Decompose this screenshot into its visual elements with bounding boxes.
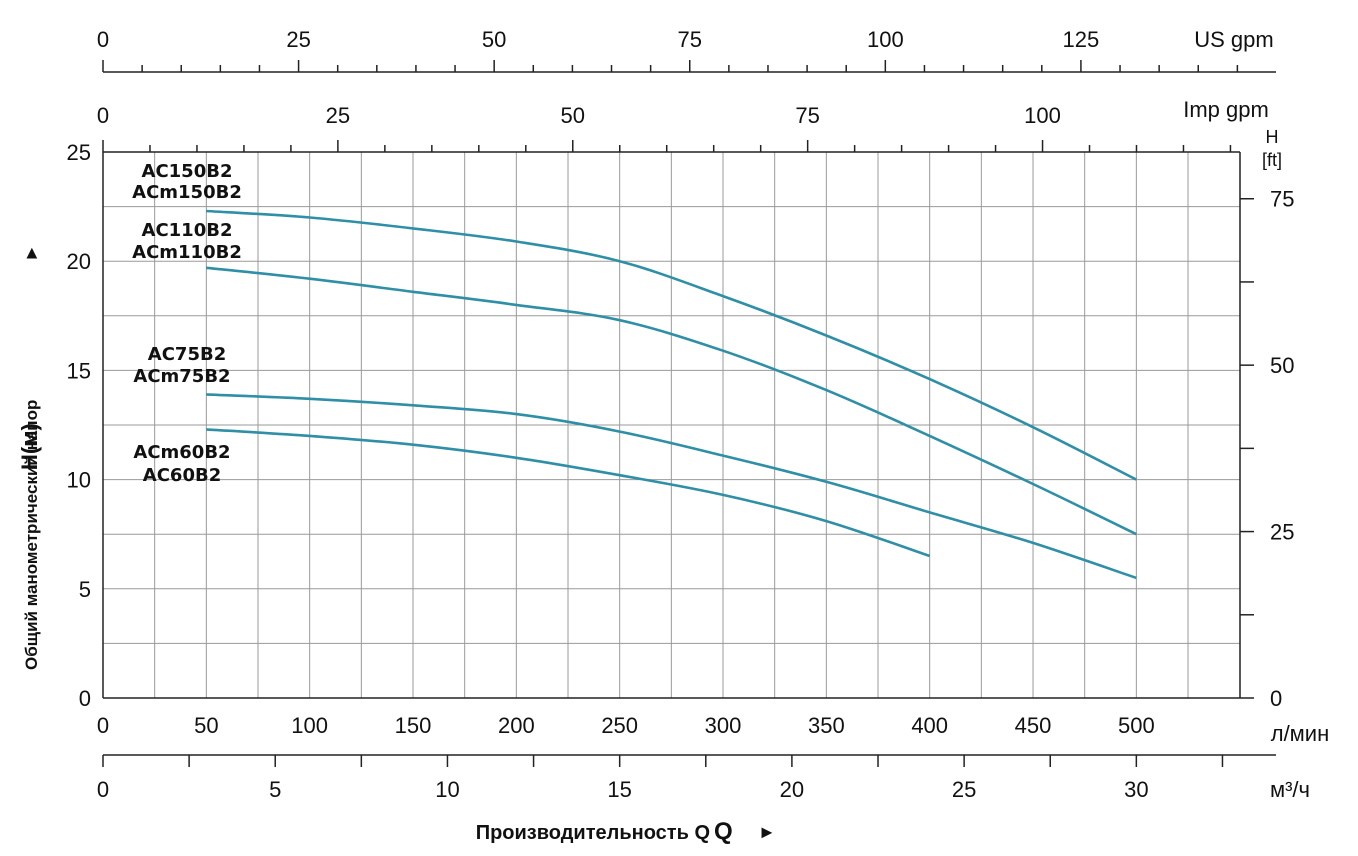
top-imp-unit: Imp gpm [1183, 97, 1269, 122]
bottom-lmin-tick-label: 500 [1118, 713, 1155, 738]
imp-gpm-tick-label: 50 [561, 103, 585, 128]
left-axis-tick-label: 0 [79, 686, 91, 711]
left-axis-tick-label: 5 [79, 577, 91, 602]
bottom-lmin-tick-label: 200 [498, 713, 535, 738]
m3h-tick-label: 15 [607, 777, 631, 802]
x-axis-title: Производительность Q Q ► [476, 818, 776, 845]
us-gpm-tick-label: 0 [97, 27, 109, 52]
m3h-tick-label: 25 [952, 777, 976, 802]
x-axis-q-symbol: Q [714, 818, 733, 845]
series-label: AC150B2 [142, 161, 233, 182]
series-curves [206, 209, 1137, 580]
bottom-lmin-tick-label: 100 [291, 713, 328, 738]
bottom-lmin-tick-label: 0 [97, 713, 109, 738]
y-axis-title: Общий манометрический напор H(м) ► [17, 244, 42, 670]
series-label: ACm110B2 [132, 242, 242, 263]
x-axis-label: Производительность Q [476, 822, 710, 844]
m3h-tick-label: 0 [97, 777, 109, 802]
right-axis-unit-bottom: [ft] [1262, 150, 1282, 170]
grid [103, 152, 1240, 698]
us-gpm-tick-label: 125 [1063, 27, 1100, 52]
right-axis-tick-label: 75 [1270, 187, 1294, 212]
left-axis-tick-label: 25 [67, 140, 91, 165]
bottom-lmin-unit: л/мин [1271, 721, 1330, 746]
bottom-lmin-tick-label: 50 [194, 713, 218, 738]
left-axis-tick-label: 20 [67, 249, 91, 274]
m3h-tick-label: 20 [780, 777, 804, 802]
right-axis-tick-label: 25 [1270, 520, 1294, 545]
series-curve [206, 266, 1137, 536]
us-gpm-tick-label: 25 [286, 27, 310, 52]
left-axis-tick-label: 10 [67, 468, 91, 493]
m3h-tick-label: 10 [435, 777, 459, 802]
bottom-lmin-tick-label: 150 [395, 713, 432, 738]
top-us-unit: US gpm [1194, 27, 1273, 52]
us-gpm-tick-label: 75 [678, 27, 702, 52]
y-axis-arrow-icon: ► [21, 244, 41, 262]
right-axis-unit-top: H [1266, 127, 1279, 147]
series-label: ACm75B2 [133, 366, 230, 387]
imp-gpm-tick-label: 0 [97, 103, 109, 128]
series-label: AC60B2 [143, 465, 221, 486]
imp-gpm-tick-label: 100 [1024, 103, 1061, 128]
bottom-lmin-tick-label: 250 [601, 713, 638, 738]
series-curve [206, 428, 931, 558]
series-label: ACm150B2 [132, 182, 242, 203]
right-axis-tick-label: 50 [1270, 353, 1294, 378]
bottom-lmin-tick-label: 400 [911, 713, 948, 738]
x-axis-arrow-icon: ► [758, 822, 776, 842]
y-axis-label: Общий манометрический напор [22, 400, 41, 670]
y-axis-h-unit: H(м) [17, 423, 42, 470]
bottom-lmin-tick-label: 350 [808, 713, 845, 738]
series-label: ACm60B2 [133, 442, 230, 463]
series-curve [206, 209, 1137, 481]
series-label: AC75B2 [148, 344, 226, 365]
imp-gpm-tick-label: 75 [795, 103, 819, 128]
series-label: AC110B2 [142, 220, 233, 241]
left-axis-tick-label: 15 [67, 358, 91, 383]
series-curve [206, 393, 1137, 580]
bottom-m3h-unit: м³/ч [1270, 777, 1310, 802]
imp-gpm-tick-label: 25 [326, 103, 350, 128]
m3h-tick-label: 5 [269, 777, 281, 802]
us-gpm-tick-label: 100 [867, 27, 904, 52]
bottom-lmin-tick-label: 300 [705, 713, 742, 738]
us-gpm-tick-label: 50 [482, 27, 506, 52]
bottom-lmin-tick-label: 450 [1015, 713, 1052, 738]
m3h-tick-label: 30 [1124, 777, 1148, 802]
right-axis-tick-label: 0 [1270, 686, 1282, 711]
